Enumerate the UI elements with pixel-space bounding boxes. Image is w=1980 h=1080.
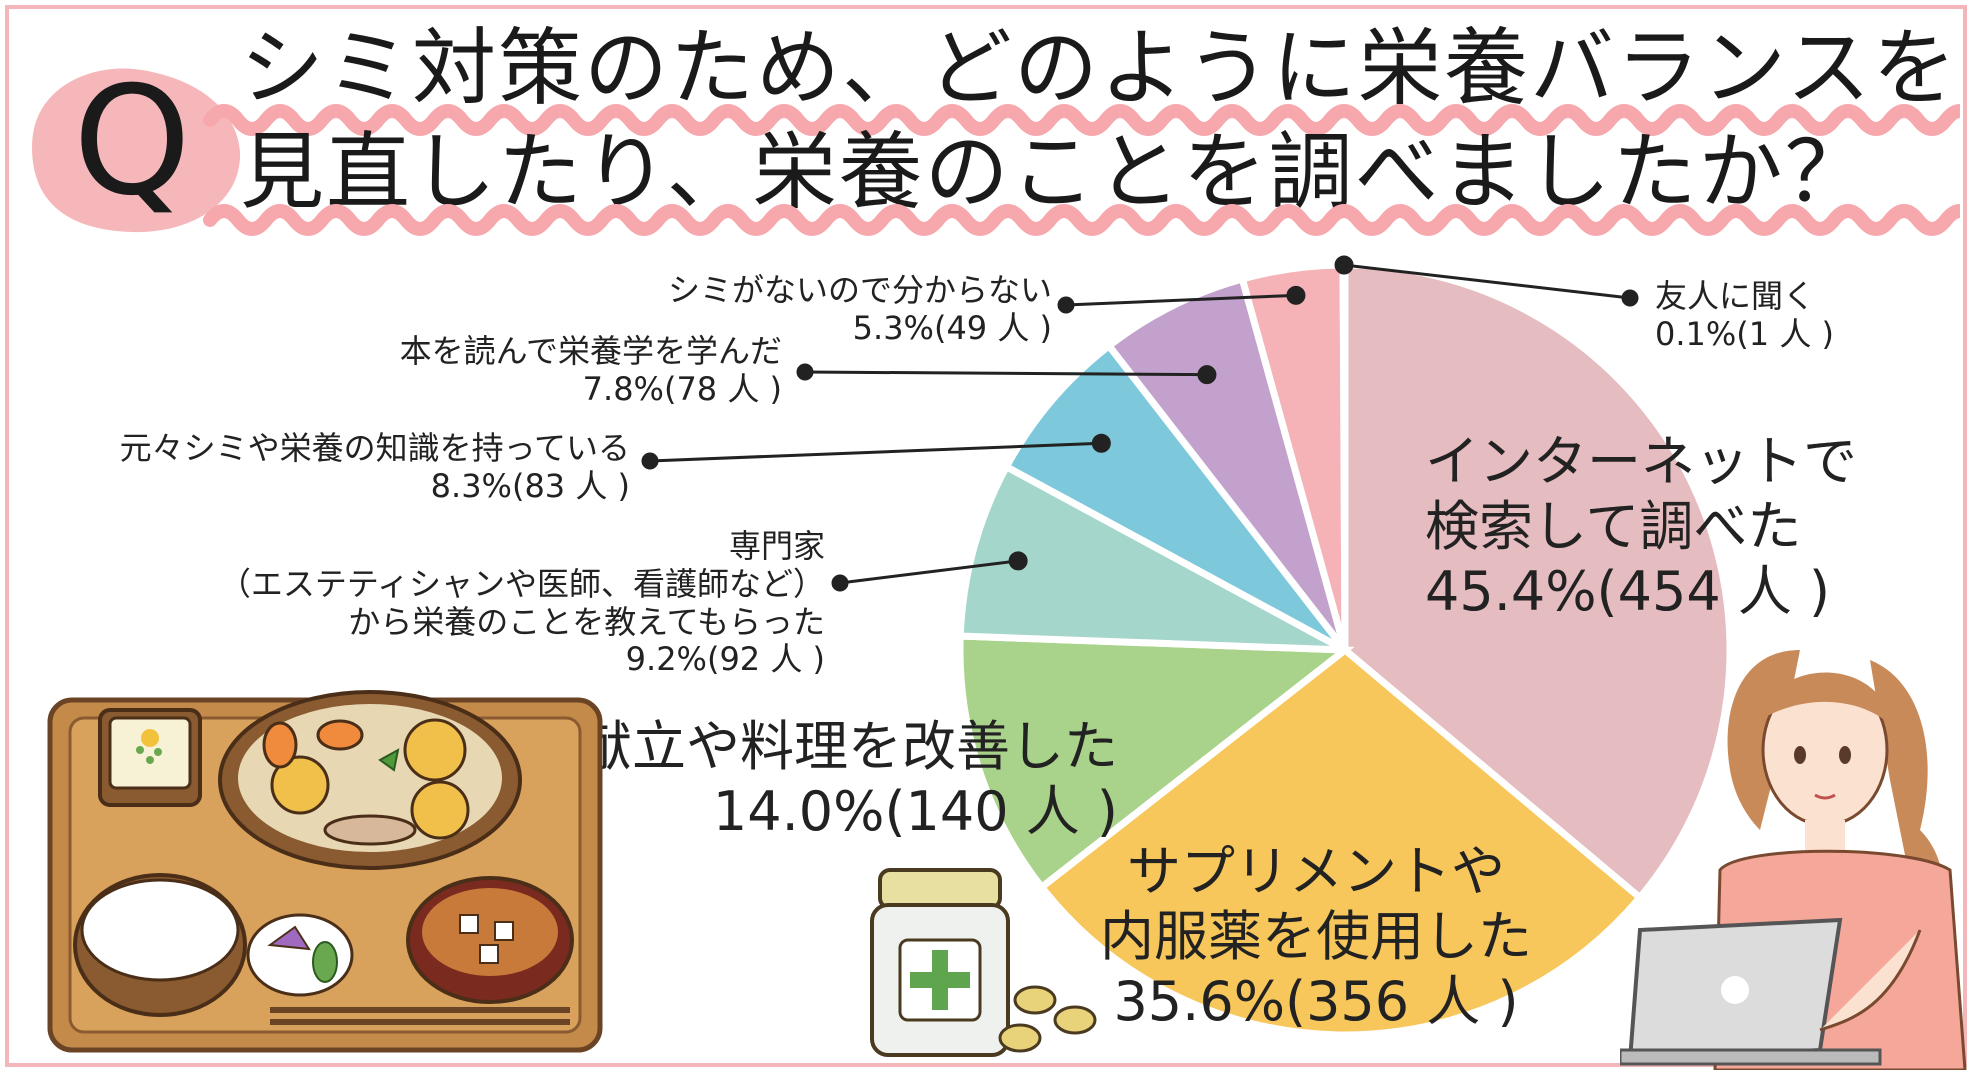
pie-slice-supplement — [1036, 645, 1645, 1039]
label-nospot: シミがないので分からない 5.3%(49 人 ) — [600, 271, 1052, 348]
label-expert-line-2: （エステティシャンや医師、看護師など） — [218, 564, 825, 603]
label-book: 本を読んで栄養学を学んだ 7.8%(78 人 ) — [330, 332, 782, 409]
underline-wave-1 — [203, 104, 1960, 136]
pie-slice-internet — [1341, 261, 1734, 903]
label-friend-value: 0.1%(1 人 ) — [1655, 314, 1834, 353]
label-internet-value: 45.4%(454 人 ) — [1425, 559, 1831, 623]
leader-dot-nospot — [1057, 296, 1075, 314]
leader-dot-expert — [831, 574, 849, 592]
leader-dot-book — [796, 363, 814, 381]
pie-slice-friend — [1339, 261, 1349, 651]
question-line-2: 見直したり、栄養のことを調べましたか？ — [240, 123, 1871, 221]
supplement-bottle-illustration — [870, 868, 1097, 1057]
leader-dot-friend — [1334, 255, 1354, 275]
label-internet: インターネットで 検索して調べた 45.4%(454 人 ) — [1425, 430, 1857, 624]
label-expert-line-3: から栄養のことを教えてもらった — [348, 602, 825, 641]
leader-dot-expert — [1008, 551, 1028, 571]
label-book-value: 7.8%(78 人 ) — [582, 369, 782, 408]
label-menu: 献立や料理を改善した 14.0%(140 人 ) — [578, 715, 1118, 845]
pie-slice-expert — [956, 461, 1347, 654]
label-menu-value: 14.0%(140 人 ) — [712, 779, 1118, 843]
label-expert-line-1: 専門家 — [728, 527, 825, 565]
pie-slice-menu — [956, 632, 1355, 893]
label-nospot-value: 5.3%(49 人 ) — [852, 308, 1052, 347]
label-expert-value: 9.2%(92 人 ) — [625, 640, 825, 679]
leader-dot-knowledge — [641, 452, 659, 470]
leader-line-book — [804, 370, 1207, 377]
q-mark: Q — [72, 55, 192, 229]
leader-line-knowledge — [649, 441, 1102, 463]
leader-dot-nospot — [1286, 285, 1306, 305]
woman-laptop-illustration — [1620, 650, 1967, 1070]
label-supplement-line-2: 内服薬を使用した — [1100, 904, 1532, 968]
label-knowledge-value: 8.3%(83 人 ) — [430, 466, 630, 505]
label-knowledge-line-1: 元々シミや栄養の知識を持っている — [119, 429, 630, 467]
leader-dot-knowledge — [1091, 433, 1111, 453]
label-supplement: サプリメントや 内服薬を使用した 35.6%(356 人 ) — [1100, 840, 1532, 1034]
pie-slice-book — [1104, 274, 1349, 653]
label-expert: 専門家 （エステティシャンや医師、看護師など） から栄養のことを教えてもらった … — [120, 527, 825, 679]
frame-border — [5, 5, 1967, 1067]
label-menu-line-1: 献立や料理を改善した — [578, 715, 1118, 778]
label-friend-line-1: 友人に聞く — [1655, 277, 1816, 315]
label-internet-line-2: 検索して調べた — [1425, 494, 1802, 558]
label-nospot-line-1: シミがないので分からない — [667, 271, 1052, 309]
leader-line-expert — [839, 559, 1019, 585]
question-line-1: シミ対策のため、どのように栄養バランスを — [240, 19, 1959, 117]
underline-wave-2 — [203, 204, 1960, 236]
leader-line-nospot — [1065, 293, 1297, 307]
leader-line-friend — [1343, 263, 1631, 300]
meal-tray-illustration — [47, 690, 603, 1053]
leader-dot-book — [1197, 365, 1217, 385]
label-book-line-1: 本を読んで栄養学を学んだ — [399, 332, 782, 370]
leader-dot-friend — [1621, 289, 1639, 307]
label-supplement-line-1: サプリメントや — [1127, 840, 1505, 903]
label-knowledge: 元々シミや栄養の知識を持っている 8.3%(83 人 ) — [40, 429, 630, 506]
label-internet-line-1: インターネットで — [1425, 430, 1857, 493]
q-badge-icon — [32, 68, 241, 233]
label-friend: 友人に聞く 0.1%(1 人 ) — [1655, 277, 1834, 354]
label-supplement-value: 35.6%(356 人 ) — [1113, 969, 1519, 1033]
pie-slice-knowledge — [1001, 340, 1348, 654]
